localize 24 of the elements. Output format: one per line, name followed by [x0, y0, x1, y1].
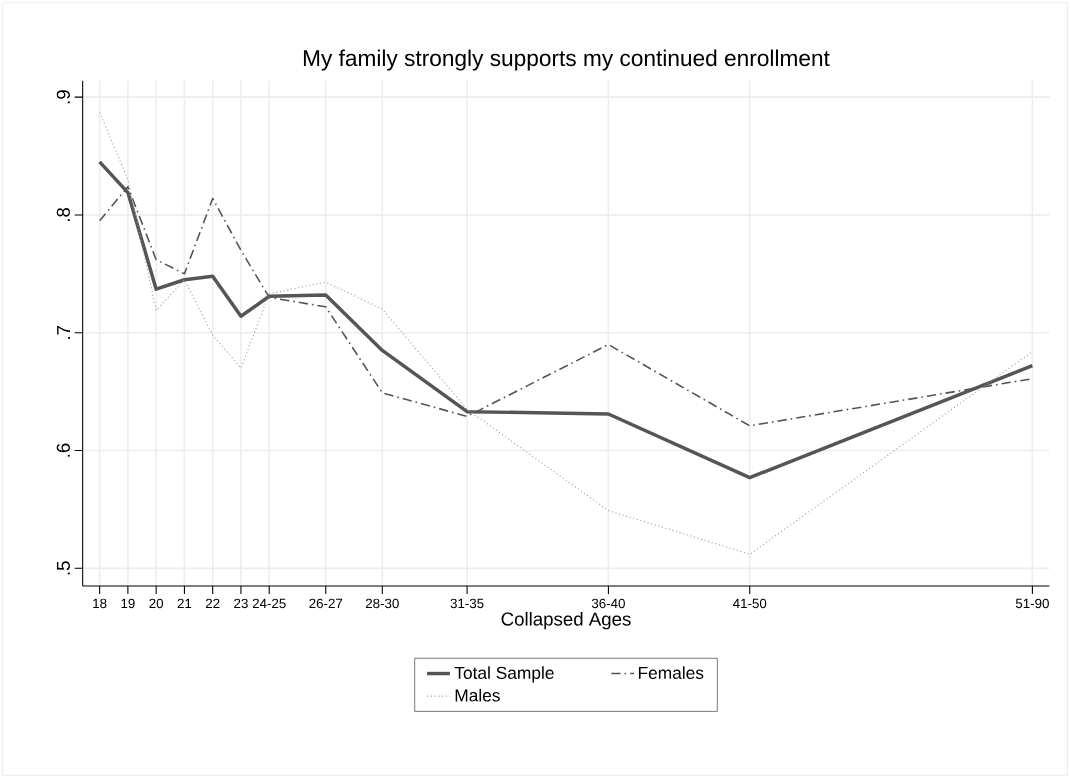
chart-title: My family strongly supports my continued enrollment: [303, 49, 830, 71]
x-tick-label: 31-35: [450, 598, 484, 609]
y-tick-label: .8: [56, 207, 70, 222]
x-tick-label: 26-27: [309, 598, 343, 609]
y-tick-label: .5: [56, 561, 70, 575]
y-tick-label: .6: [56, 443, 70, 457]
x-tick-label: 28-30: [365, 598, 399, 609]
x-axis-title: Collapsed Ages: [501, 611, 631, 630]
x-tick-label: 20: [149, 598, 164, 609]
x-tick-label: 18: [93, 598, 107, 609]
x-tick-label: 24-25: [252, 598, 286, 609]
x-tick-label: 41-50: [733, 598, 767, 609]
x-tick-label: 23: [234, 598, 248, 609]
legend-label: Females: [638, 666, 704, 679]
x-tick-label: 22: [205, 598, 220, 609]
line-series: [97, 160, 1035, 480]
legend-label: Total Sample: [454, 666, 554, 683]
x-tick-label: 19: [121, 598, 135, 609]
y-tick-label: .9: [56, 90, 70, 104]
x-tick-label: 21: [177, 598, 192, 609]
x-tick-label: 51-90: [1015, 598, 1049, 609]
x-tick-label: 36-40: [591, 598, 625, 609]
legend-label: Males: [455, 688, 500, 702]
y-tick-label: .7: [57, 325, 70, 339]
